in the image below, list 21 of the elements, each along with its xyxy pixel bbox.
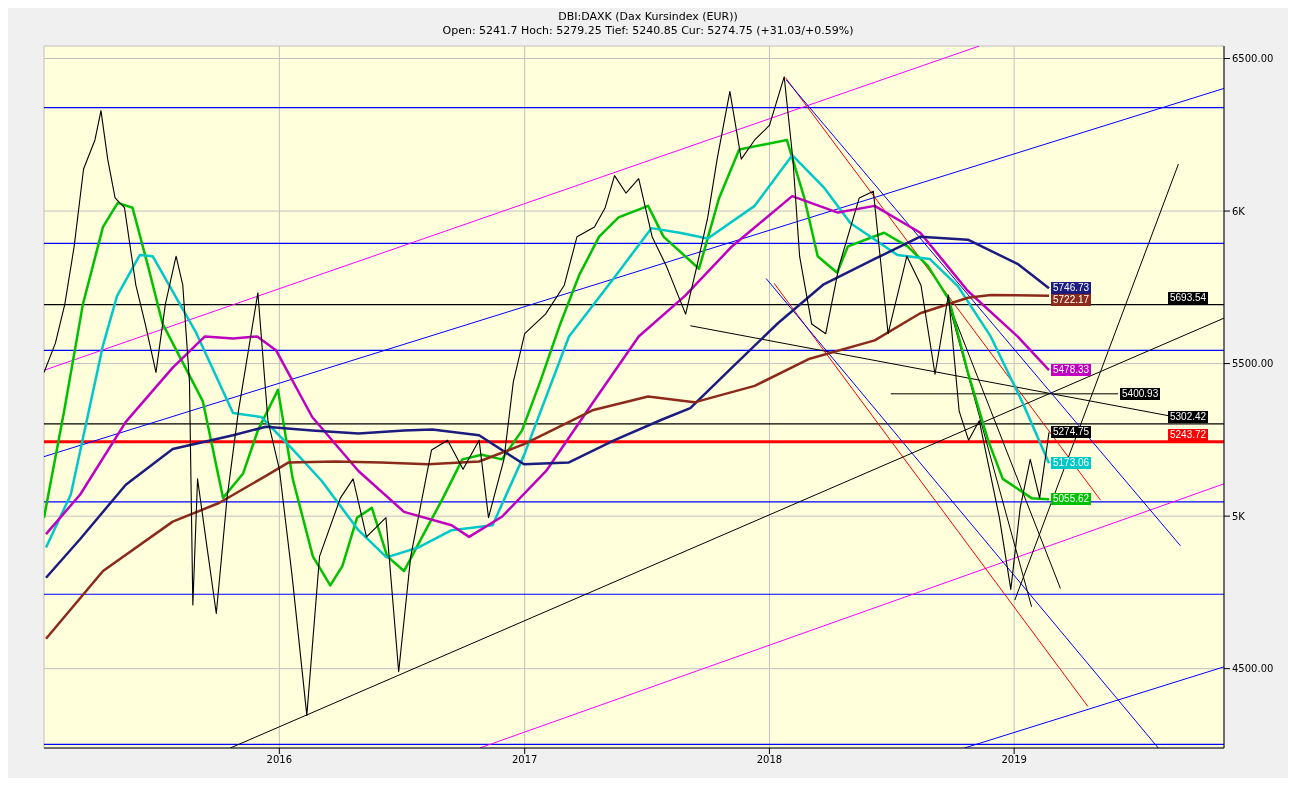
x-tick-label: 2017	[511, 754, 538, 766]
y-tick-label: 6500.00	[1232, 53, 1274, 65]
chart-title: DBI:DAXK (Dax Kursindex (EUR))	[557, 10, 739, 24]
data-label: 5722.17	[1051, 294, 1092, 307]
ref-line-label: 5243.72	[1168, 428, 1209, 441]
ref-line-label: 5302.42	[1168, 410, 1209, 423]
y-tick-label: 6K	[1232, 205, 1246, 217]
ref-line-label: 5693.54	[1168, 291, 1209, 304]
data-label: 5274.75	[1051, 426, 1092, 439]
data-label: 5746.73	[1051, 282, 1092, 295]
y-tick-label: 5500.00	[1232, 358, 1274, 370]
data-label: 5400.93	[1120, 387, 1161, 400]
y-tick-label: 4500.00	[1232, 663, 1274, 675]
data-label: 5055.62	[1051, 493, 1092, 506]
x-tick-label: 2019	[1001, 754, 1027, 766]
x-tick-label: 2018	[756, 754, 783, 766]
data-label: 5173.06	[1051, 457, 1092, 470]
x-tick-label: 2016	[266, 754, 293, 766]
chart-subtitle: Open: 5241.7 Hoch: 5279.25 Tief: 5240.85 Cur: 5274.75 (+31.03/+0.59%)	[441, 24, 855, 38]
y-tick-label: 5K	[1232, 510, 1246, 522]
data-label: 5478.33	[1051, 364, 1092, 377]
